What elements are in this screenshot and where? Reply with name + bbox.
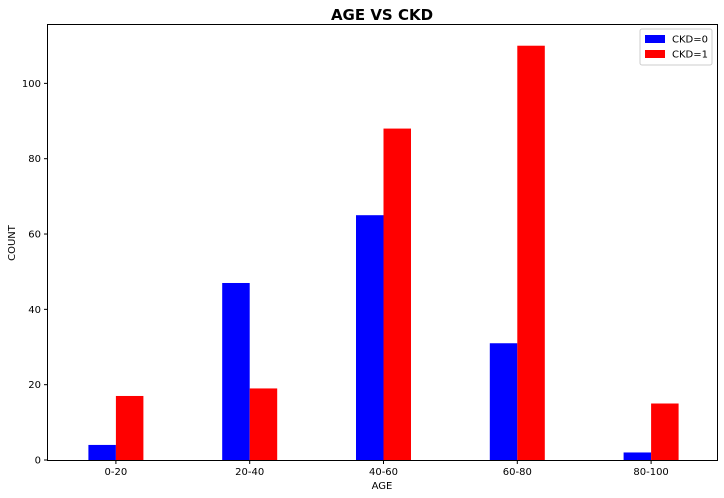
y-axis: 0 20 40 60 80 100: [22, 79, 48, 467]
x-tick-label: 60-80: [503, 467, 532, 478]
legend-label: CKD=1: [672, 50, 708, 61]
y-tick-label: 100: [22, 79, 41, 90]
y-tick-label: 40: [28, 305, 41, 316]
y-tick-label: 60: [28, 230, 41, 241]
x-tick-label: 20-40: [235, 467, 264, 478]
bar-ckd-1-20-40: [249, 388, 278, 460]
bar-ckd-1-60-80: [517, 45, 545, 460]
bar-ckd-0-80-100: [623, 452, 652, 460]
plot-frame: [47, 24, 718, 461]
bar-ckd-1-40-60: [383, 128, 411, 461]
x-tick-label: 40-60: [369, 467, 398, 478]
bar-ckd-1-80-100: [651, 403, 679, 460]
x-axis-label: AGE: [372, 481, 393, 492]
bar-ckd-0-60-80: [489, 343, 518, 460]
bar-ckd-0-20-40: [222, 282, 250, 460]
x-tick-label: 80-100: [633, 467, 668, 478]
y-tick-label: 80: [28, 154, 41, 165]
chart-title: AGE VS CKD: [331, 6, 433, 24]
bar-ckd-0-0-20: [88, 444, 116, 460]
legend-swatch: [645, 50, 665, 58]
legend: CKD=0 CKD=1: [639, 28, 713, 66]
bar-ckd-0-40-60: [356, 215, 384, 460]
x-tick-label: 0-20: [105, 467, 128, 478]
bars-layer: [88, 45, 679, 461]
y-tick-label: 20: [28, 380, 41, 391]
y-axis-label: COUNT: [7, 224, 18, 261]
y-tick-label: 0: [35, 456, 41, 467]
legend-label: CKD=0: [672, 35, 708, 46]
x-axis: 0-20 20-40 40-60 60-80 80-100: [105, 460, 669, 478]
bar-ckd-1-0-20: [115, 395, 144, 460]
legend-swatch: [645, 35, 665, 43]
